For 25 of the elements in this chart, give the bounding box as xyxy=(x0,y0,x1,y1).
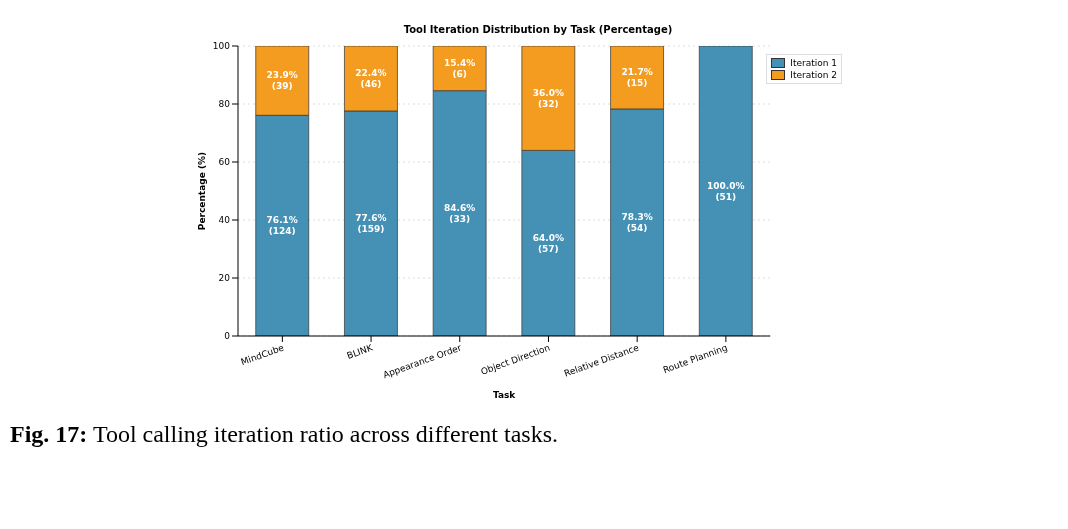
x-tick-label: BLINK xyxy=(345,342,375,361)
chart-title: Tool Iteration Distribution by Task (Percentage) xyxy=(402,24,674,35)
data-label: 64.0% (57) xyxy=(532,232,564,254)
y-tick-label: 0 xyxy=(224,331,231,342)
legend-label: Iteration 1 xyxy=(790,57,837,69)
y-tick-label: 100 xyxy=(212,41,231,52)
legend-label: Iteration 2 xyxy=(790,69,837,81)
data-label: 84.6% (33) xyxy=(444,202,476,224)
data-label: 15.4% (6) xyxy=(444,57,476,79)
y-tick-label: 60 xyxy=(218,157,231,168)
data-label: 23.9% (39) xyxy=(266,70,298,92)
data-label: 77.6% (159) xyxy=(355,212,387,234)
y-tick-label: 20 xyxy=(218,273,231,284)
data-label: 36.0% (32) xyxy=(532,87,564,109)
data-label: 21.7% (15) xyxy=(621,66,653,88)
x-axis-title: Task xyxy=(492,390,517,400)
data-label: 76.1% (124) xyxy=(266,215,298,237)
y-tick-label: 80 xyxy=(218,99,231,110)
data-label: 22.4% (46) xyxy=(355,67,387,89)
y-tick-label: 40 xyxy=(218,215,231,226)
data-label: 78.3% (54) xyxy=(621,211,653,233)
y-axis-title: Percentage (%) xyxy=(197,151,208,231)
bar xyxy=(698,46,753,336)
data-label: 100.0% (51) xyxy=(707,180,745,202)
caption: Fig. 17: Tool calling iteration ratio across different tasks. xyxy=(10,420,559,449)
